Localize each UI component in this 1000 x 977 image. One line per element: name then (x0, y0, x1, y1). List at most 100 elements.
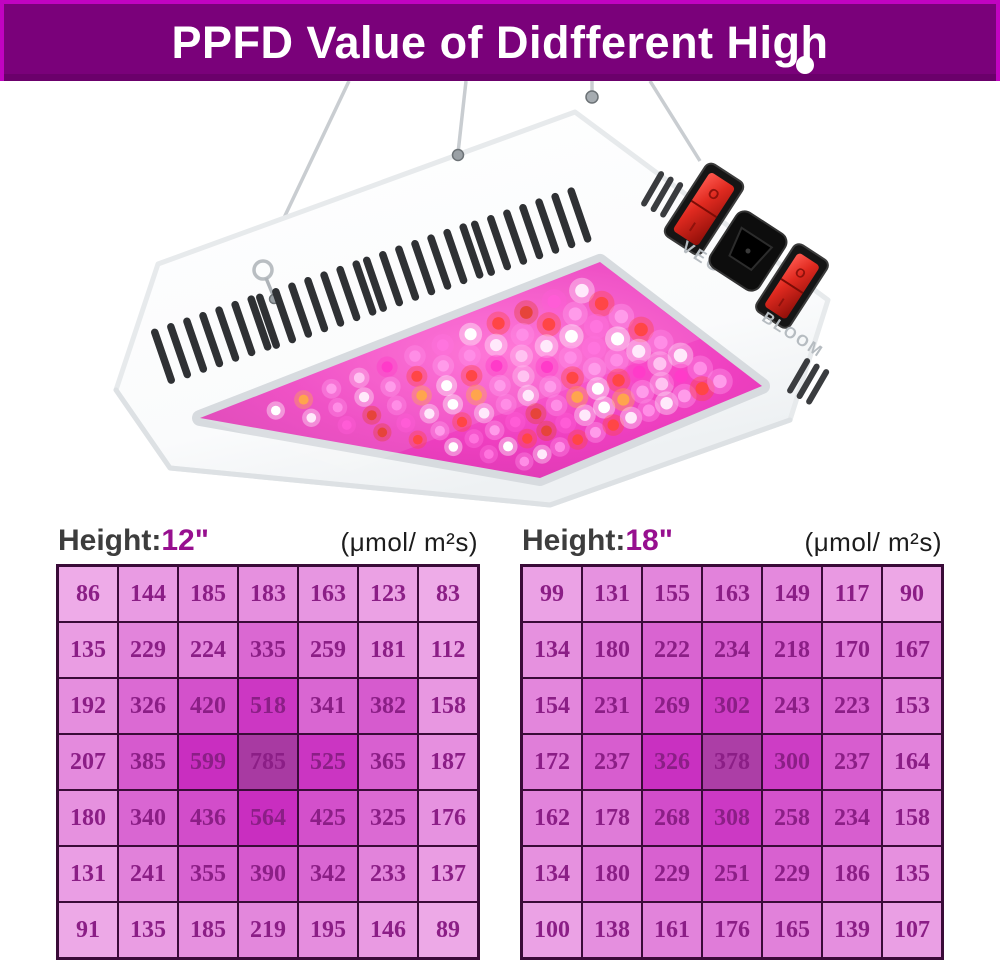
ppfd-cell: 185 (178, 566, 238, 622)
ppfd-cell: 231 (582, 678, 642, 734)
ppfd-cell: 385 (118, 734, 178, 790)
ppfd-cell: 187 (418, 734, 478, 790)
ppfd-cell: 155 (642, 566, 702, 622)
ppfd-cell: 135 (58, 622, 118, 678)
ppfd-cell: 326 (118, 678, 178, 734)
screw-center (451, 148, 465, 162)
table-header-12in: Height: 12" (μmol/ m²s) (58, 522, 478, 558)
ppfd-cell: 180 (582, 622, 642, 678)
veg-switch[interactable]: O I (662, 161, 746, 257)
ppfd-cell: 233 (358, 846, 418, 902)
ppfd-cell: 234 (822, 790, 882, 846)
grow-light-photo: O I VEG O I BLOOM (0, 81, 1000, 518)
ppfd-cell: 86 (58, 566, 118, 622)
ppfd-cell: 90 (882, 566, 942, 622)
ppfd-cell: 259 (298, 622, 358, 678)
body-bottom-rim (113, 387, 793, 508)
ppfd-cell: 91 (58, 902, 118, 958)
ppfd-cell: 161 (642, 902, 702, 958)
height-label: Height: (58, 524, 162, 557)
ppfd-cell: 300 (762, 734, 822, 790)
ppfd-cell: 599 (178, 734, 238, 790)
ppfd-cell: 219 (238, 902, 298, 958)
ppfd-cell: 436 (178, 790, 238, 846)
ppfd-cell: 241 (118, 846, 178, 902)
ppfd-cell: 222 (642, 622, 702, 678)
power-socket (708, 210, 788, 292)
ppfd-cell: 425 (298, 790, 358, 846)
ppfd-cell: 229 (118, 622, 178, 678)
ppfd-cell: 325 (358, 790, 418, 846)
ppfd-cell: 176 (702, 902, 762, 958)
screw-peak (585, 90, 599, 104)
ppfd-cell: 172 (522, 734, 582, 790)
ppfd-cell: 269 (642, 678, 702, 734)
unit-label: (μmol/ m²s) (340, 527, 478, 557)
vent-slots (151, 171, 830, 405)
ppfd-cell: 237 (822, 734, 882, 790)
grow-light-svg: O I VEG O I BLOOM (113, 81, 831, 508)
ppfd-cell: 135 (882, 846, 942, 902)
ppfd-cell: 378 (702, 734, 762, 790)
ppfd-cell: 223 (822, 678, 882, 734)
carabiner-link (264, 277, 275, 296)
ppfd-cell: 420 (178, 678, 238, 734)
ppfd-cell: 180 (58, 790, 118, 846)
ppfd-cell: 178 (582, 790, 642, 846)
ppfd-cell: 185 (178, 902, 238, 958)
title-banner: PPFD Value of Didfferent High (0, 0, 1000, 81)
ppfd-cell: 218 (762, 622, 822, 678)
ppfd-cell: 123 (358, 566, 418, 622)
ppfd-cell: 163 (702, 566, 762, 622)
ppfd-cell: 785 (238, 734, 298, 790)
ppfd-cell: 390 (238, 846, 298, 902)
ppfd-cell: 251 (702, 846, 762, 902)
ppfd-cell: 137 (418, 846, 478, 902)
ppfd-cell: 234 (702, 622, 762, 678)
ppfd-cell: 183 (238, 566, 298, 622)
ppfd-grid-18in: 99 131 155 163 149 117 90 134 180 222 234 218 170 167… (520, 564, 944, 960)
ppfd-cell: 229 (642, 846, 702, 902)
ppfd-tables: Height: 12" (μmol/ m²s) 86 144 185 183 163 12… (0, 522, 1000, 960)
bloom-switch[interactable]: O I (753, 242, 830, 331)
ppfd-cell: 138 (582, 902, 642, 958)
ppfd-cell: 83 (418, 566, 478, 622)
unit-label: (μmol/ m²s) (804, 527, 942, 557)
ppfd-cell: 144 (118, 566, 178, 622)
ppfd-cell: 158 (418, 678, 478, 734)
ppfd-cell: 167 (882, 622, 942, 678)
ppfd-cell: 229 (762, 846, 822, 902)
ppfd-cell: 192 (58, 678, 118, 734)
ppfd-cell: 107 (882, 902, 942, 958)
ppfd-cell: 176 (418, 790, 478, 846)
page-title: PPFD Value of Didfferent High (171, 16, 829, 68)
ppfd-cell: 326 (642, 734, 702, 790)
ppfd-cell: 186 (822, 846, 882, 902)
ppfd-cell: 135 (118, 902, 178, 958)
ppfd-cell: 243 (762, 678, 822, 734)
ppfd-cell: 131 (58, 846, 118, 902)
ppfd-cell: 170 (822, 622, 882, 678)
ppfd-cell: 149 (762, 566, 822, 622)
ppfd-cell: 355 (178, 846, 238, 902)
ppfd-cell: 382 (358, 678, 418, 734)
table-header-18in: Height: 18" (μmol/ m²s) (522, 522, 942, 558)
ppfd-cell: 258 (762, 790, 822, 846)
ppfd-cell: 341 (298, 678, 358, 734)
ppfd-cell: 134 (522, 846, 582, 902)
ppfd-cell: 342 (298, 846, 358, 902)
height-value: 12" (161, 524, 209, 557)
ppfd-cell: 139 (822, 902, 882, 958)
hanging-ring-dot (796, 56, 814, 74)
ppfd-cell: 89 (418, 902, 478, 958)
ppfd-cell: 99 (522, 566, 582, 622)
ppfd-table-18in: Height: 18" (μmol/ m²s) 99 131 155 163 149 11… (520, 522, 944, 960)
ppfd-cell: 525 (298, 734, 358, 790)
ppfd-table-12in: Height: 12" (μmol/ m²s) 86 144 185 183 163 12… (56, 522, 480, 960)
ppfd-cell: 180 (582, 846, 642, 902)
ppfd-cell: 112 (418, 622, 478, 678)
veg-on-mark: I (687, 219, 699, 235)
ppfd-cell: 165 (762, 902, 822, 958)
ppfd-cell: 518 (238, 678, 298, 734)
ppfd-cell: 564 (238, 790, 298, 846)
